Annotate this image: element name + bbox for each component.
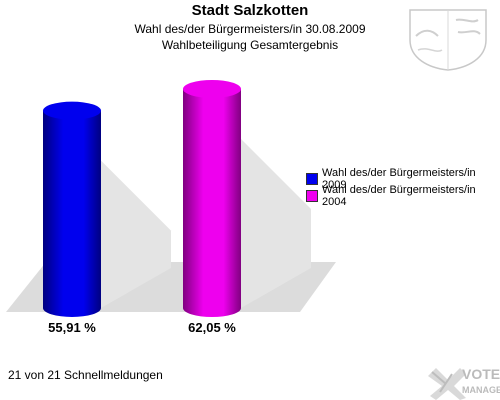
votemanager-logo: VOTE MANAGER [428, 366, 500, 400]
coat-of-arms-icon [409, 9, 487, 71]
legend-swatch-2009 [306, 173, 318, 185]
bar-1 [183, 88, 241, 317]
chart-subtitle: Wahl des/der Bürgermeisters/in 30.08.200… [134, 22, 366, 36]
chart-subtitle-2: Wahlbeteiligung Gesamtergebnis [161, 38, 339, 52]
chart-legend: Wahl des/der Bürgermeisters/in 2009 Wahl… [306, 167, 500, 208]
footer-status: 21 von 21 Schnellmeldungen [8, 368, 163, 382]
bar-shadow-0 [101, 160, 171, 308]
bar-top-0 [43, 101, 101, 120]
logo-text-manager: MANAGER [462, 385, 500, 395]
legend-label-2004: Wahl des/der Bürgermeisters/in 2004 [322, 184, 476, 208]
bar-top-1 [183, 79, 241, 98]
legend-label-2009: Wahl des/der Bürgermeisters/in 2009 [322, 167, 476, 191]
bar-0 [43, 110, 101, 317]
legend-swatch-2004 [306, 190, 318, 202]
legend-item-2004: Wahl des/der Bürgermeisters/in 2004 [306, 184, 500, 208]
data-label-1: 62,05 % [188, 320, 236, 335]
data-label-0: 55,91 % [48, 320, 96, 335]
logo-text-vote: VOTE [462, 366, 500, 382]
bar-shadow-1 [241, 138, 311, 308]
chart-title: Stadt Salzkotten [191, 2, 309, 19]
legend-item-2009: Wahl des/der Bürgermeisters/in 2009 [306, 167, 500, 191]
